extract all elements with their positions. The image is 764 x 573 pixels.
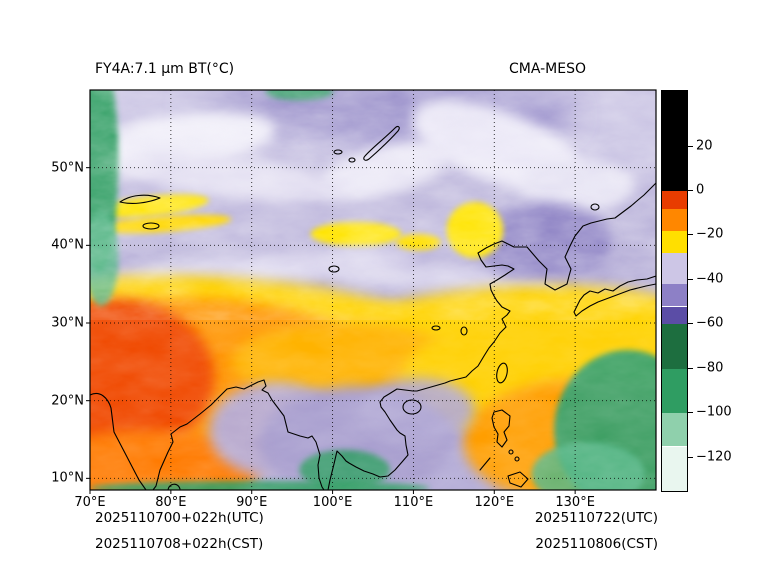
lake-balkhash: [119, 194, 161, 204]
lake-khyargas: [348, 157, 356, 163]
colorbar-segment: [662, 306, 687, 325]
colorbar-tick-label: −60: [696, 315, 724, 331]
colorbar-segment: [662, 91, 687, 191]
cloud-texture-north: [90, 90, 656, 320]
coastlines: [90, 126, 656, 490]
lake-poyang: [460, 326, 468, 336]
colorbar-tick-mark: [688, 412, 693, 414]
coastline-asia-mainland: [152, 379, 325, 490]
x-tick-label: 120°E: [474, 495, 515, 510]
colorbar-tick-label: −100: [696, 404, 732, 420]
y-tick-label: 50°N: [51, 160, 84, 176]
axis-ticks: [86, 167, 576, 494]
y-tick-label: 40°N: [51, 237, 84, 253]
colorbar-segment: [662, 368, 687, 414]
colorbar-segment: [662, 284, 687, 307]
island-luzon: [491, 409, 511, 448]
island-hainan: [402, 399, 422, 415]
colorbar-segment: [662, 446, 687, 491]
island-visayas-2: [514, 456, 520, 462]
colorbar-tick-label: −80: [696, 360, 724, 376]
colorbar-tick-mark: [688, 278, 693, 280]
colorbar-tick-mark: [688, 323, 693, 325]
lake-issyk-kul: [142, 222, 160, 230]
island-mindanao: [507, 471, 529, 488]
lake-baikal: [363, 126, 400, 161]
colorbar: [661, 90, 688, 492]
island-palawan: [479, 457, 491, 471]
satellite-bt-map: [86, 89, 657, 494]
x-tick-label: 130°E: [555, 495, 595, 510]
colorbar-tick-mark: [688, 234, 693, 236]
island-sri-lanka: [167, 483, 181, 490]
x-tick-label: 110°E: [393, 495, 434, 510]
map-panel: [86, 89, 657, 494]
colorbar-tick-label: −120: [696, 449, 732, 465]
map-border: [89, 89, 657, 491]
coastline-indochina-china-korea: [327, 182, 656, 490]
coastline-india-west: [90, 392, 147, 490]
y-tick-label: 30°N: [51, 315, 84, 331]
colorbar-tick-label: −40: [696, 271, 724, 287]
x-tick-label: 70°E: [74, 495, 106, 510]
colorbar-tick-label: 20: [696, 138, 713, 154]
y-tick-label: 10°N: [51, 470, 84, 486]
valid-time-utc: 2025110722(UTC): [534, 510, 658, 526]
x-tick-label: 80°E: [155, 495, 187, 510]
figure-title-left: FY4A:7.1 μm BT(°C): [95, 61, 235, 77]
x-tick-label: 90°E: [236, 495, 268, 510]
colorbar-tick-mark: [688, 190, 693, 191]
init-time-cst: 2025110708+022h(CST): [95, 536, 264, 552]
cloud-texture-south: [90, 320, 656, 490]
colorbar-segment: [662, 231, 687, 254]
init-time-utc: 2025110700+022h(UTC): [95, 510, 264, 526]
figure-title-right: CMA-MESO: [509, 61, 587, 77]
valid-time-cst: 2025110806(CST): [535, 536, 658, 552]
colorbar-tick-mark: [688, 145, 693, 147]
lake-uvs: [333, 149, 343, 155]
coastline-japan: [573, 275, 656, 317]
lake-qinghai: [328, 265, 340, 273]
island-visayas-1: [508, 449, 514, 455]
island-taiwan: [496, 362, 508, 384]
colorbar-segment: [662, 324, 687, 369]
colorbar-tick-mark: [688, 456, 693, 458]
lake-khanka: [590, 203, 600, 211]
y-tick-label: 20°N: [51, 393, 84, 409]
lake-dongting: [431, 325, 441, 331]
colorbar-tick-label: −20: [696, 226, 724, 242]
colorbar-tick-label: 0: [696, 182, 705, 198]
colorbar-segment: [662, 208, 687, 231]
x-tick-label: 100°E: [312, 495, 353, 510]
colorbar-tick-mark: [688, 367, 693, 369]
grid-lines: [90, 90, 656, 490]
colorbar-segment: [662, 253, 687, 285]
colorbar-segment: [662, 191, 687, 209]
colorbar-segment: [662, 413, 687, 447]
